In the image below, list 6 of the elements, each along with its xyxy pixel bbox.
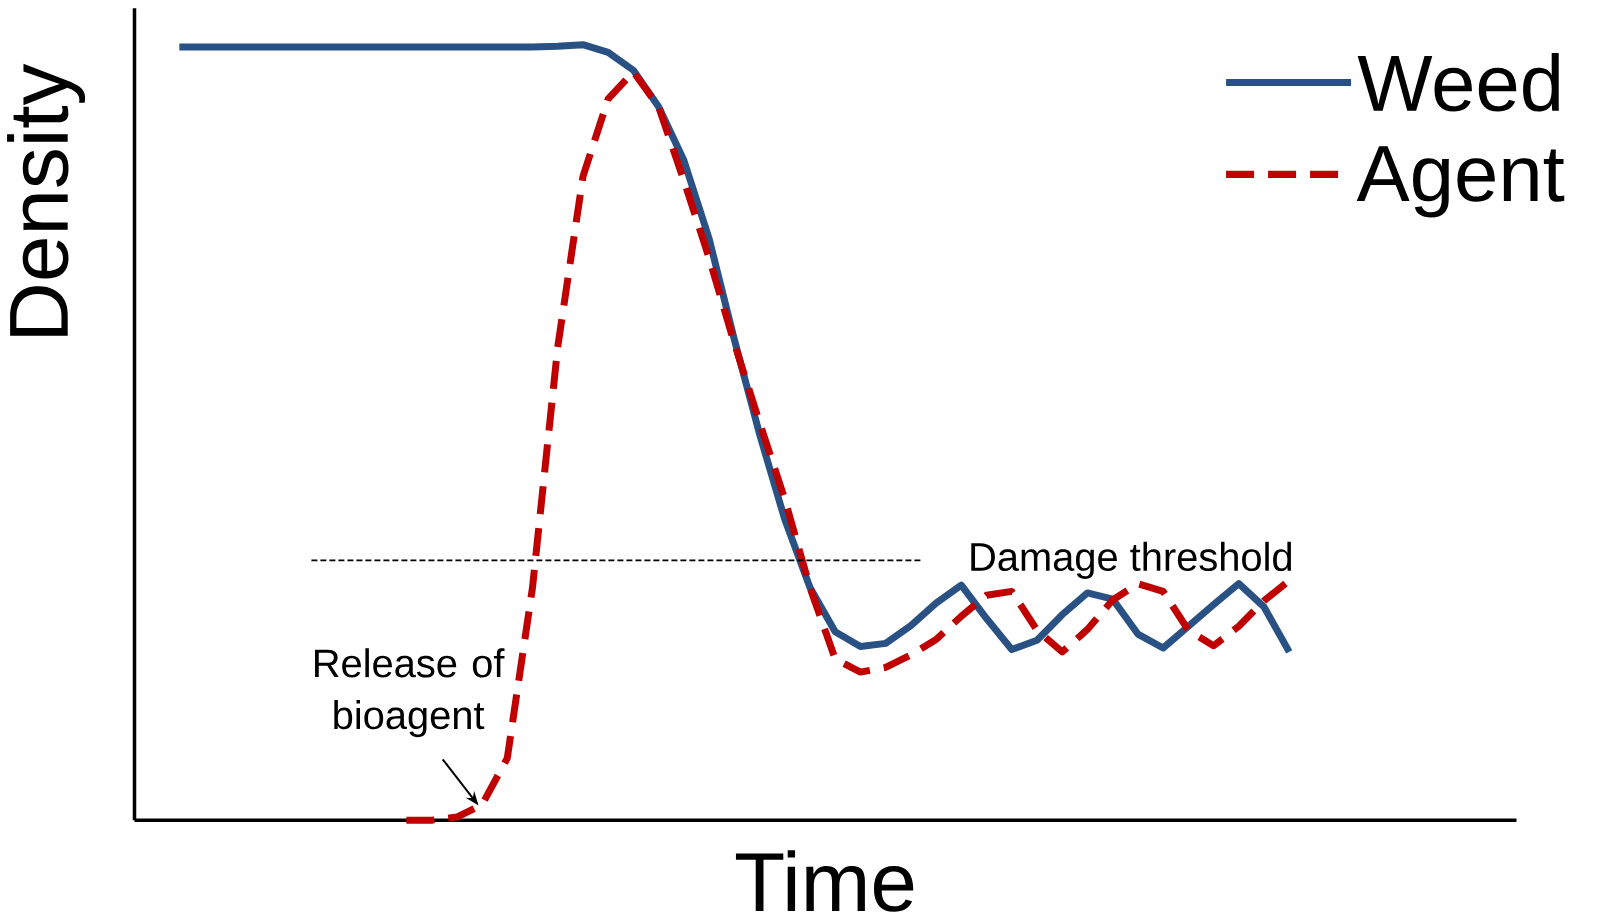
- legend-label: Agent: [1356, 146, 1565, 218]
- y-axis-title: Density: [7, 63, 86, 336]
- legend-label: Weed: [1357, 52, 1559, 112]
- annotation: Release of bioagent: [315, 648, 505, 738]
- ref-line-label: Damage threshold: [971, 541, 1292, 579]
- x-axis-title: Time: [735, 850, 914, 912]
